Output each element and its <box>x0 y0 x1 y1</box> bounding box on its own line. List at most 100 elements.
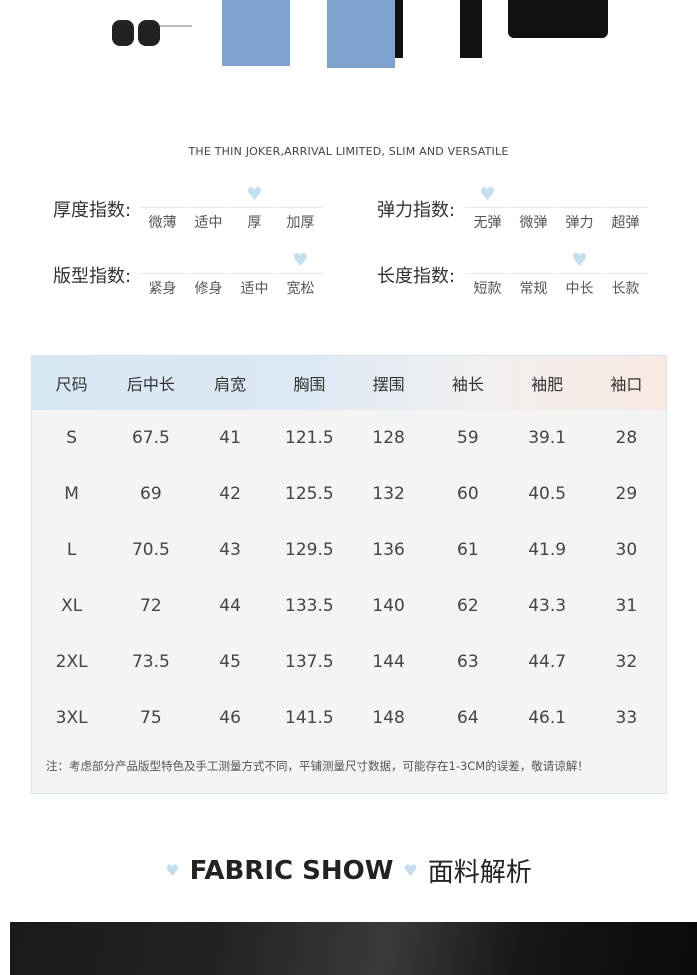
table-cell: 63 <box>457 652 479 672</box>
heart-icon: ♥ <box>403 861 418 880</box>
table-cell: 40.5 <box>528 484 567 504</box>
table-cell: 140 <box>372 596 405 616</box>
table-cell: 67.5 <box>131 428 170 448</box>
index-option: 适中 <box>186 207 231 233</box>
index-option: ♥ 无弹 <box>465 186 510 233</box>
table-cell: 121.5 <box>285 428 334 448</box>
table-cell: 128 <box>372 428 405 448</box>
index-option: 修身 <box>186 273 231 299</box>
index-option: 微弹 <box>511 207 556 233</box>
table-cell: 30 <box>615 540 638 560</box>
header-cell: 胸围 <box>293 375 326 394</box>
table-cell: 46.1 <box>528 708 567 728</box>
index-option-label: 厚 <box>247 215 262 231</box>
index-option: ♥ 厚 <box>232 186 277 233</box>
header-cell: 袖口 <box>610 375 643 394</box>
header-cell: 摆围 <box>372 375 405 394</box>
table-cell: 60 <box>457 484 479 504</box>
index-option: 紧身 <box>140 273 185 299</box>
table-row: 2XL 73.5 45 137.5 144 63 44.7 32 <box>32 634 666 690</box>
table-row: XL 72 44 133.5 140 62 43.3 31 <box>32 578 666 634</box>
jeans-image <box>222 0 407 68</box>
index-options: 紧身 修身 适中 ♥ 宽松 <box>140 252 324 299</box>
size-table: 尺码 后中长 肩宽 胸围 摆围 袖长 袖肥 袖口 S 67.5 41 121.5 128… <box>31 355 667 794</box>
header-cell: 袖肥 <box>531 375 564 394</box>
index-option-label: 微弹 <box>519 215 548 231</box>
table-row: L 70.5 43 129.5 136 61 41.9 30 <box>32 522 666 578</box>
table-cell: 125.5 <box>285 484 334 504</box>
index-label: 版型指数: <box>53 266 132 287</box>
heart-icon: ♥ <box>571 250 588 271</box>
index-option-label: 超弹 <box>611 215 640 231</box>
table-cell: 137.5 <box>285 652 334 672</box>
index-options: ♥ 无弹 微弹 弹力 超弹 <box>465 186 649 233</box>
black-pants-image <box>460 0 482 58</box>
index-option-label: 微薄 <box>148 215 177 231</box>
header-cell: 后中长 <box>126 375 175 394</box>
index-option: 超弹 <box>603 207 648 233</box>
table-cell: 72 <box>140 596 162 616</box>
handbag-image <box>508 0 608 38</box>
heart-icon: ♥ <box>479 184 496 205</box>
table-cell: 31 <box>615 596 638 616</box>
measurement-note: 注：考虑部分产品版型特色及手工测量方式不同，平铺测量尺寸数据，可能存在1-3CM… <box>46 759 589 773</box>
table-cell: 64 <box>457 708 479 728</box>
table-cell: 69 <box>140 484 162 504</box>
table-cell: 59 <box>457 428 479 448</box>
table-cell: 136 <box>372 540 405 560</box>
table-cell: 28 <box>615 428 638 448</box>
index-option-label: 短款 <box>473 281 502 297</box>
index-option-label: 加厚 <box>286 215 315 231</box>
index-label: 弹力指数: <box>377 200 456 221</box>
sunglasses-image <box>112 18 192 48</box>
index-option-label: 弹力 <box>565 215 594 231</box>
index-option-label: 中长 <box>565 281 594 297</box>
index-option: 弹力 <box>557 207 602 233</box>
table-cell: 148 <box>372 708 405 728</box>
heart-icon: ♥ <box>246 184 263 205</box>
index-option: 短款 <box>465 273 510 299</box>
index-option-label: 适中 <box>194 215 223 231</box>
tagline: THE THIN JOKER,ARRIVAL LIMITED, SLIM AND… <box>188 145 509 158</box>
table-cell: 43.3 <box>528 596 567 616</box>
table-cell: 41.9 <box>528 540 567 560</box>
index-option: 微薄 <box>140 207 185 233</box>
fabric-title-en: FABRIC SHOW <box>189 855 394 886</box>
header-cell: 肩宽 <box>214 375 247 394</box>
table-cell: 3XL <box>55 708 88 728</box>
index-options: 短款 常规 ♥ 中长 长款 <box>465 252 649 299</box>
table-cell: 46 <box>219 708 241 728</box>
table-cell: 32 <box>615 652 638 672</box>
table-cell: M <box>64 484 79 504</box>
fabric-photo <box>10 922 697 975</box>
table-cell: 44.7 <box>528 652 567 672</box>
index-option: 适中 <box>232 273 277 299</box>
table-cell: 42 <box>219 484 241 504</box>
table-cell: 45 <box>219 652 241 672</box>
index-option-label: 修身 <box>194 281 223 297</box>
table-cell: 129.5 <box>285 540 334 560</box>
index-option-label: 长款 <box>611 281 640 297</box>
index-option: ♥ 中长 <box>557 252 602 299</box>
table-cell: 43 <box>219 540 241 560</box>
table-cell: 73.5 <box>131 652 170 672</box>
table-cell: L <box>66 540 77 560</box>
index-option: ♥ 宽松 <box>278 252 323 299</box>
table-row: M 69 42 125.5 132 60 40.5 29 <box>32 466 666 522</box>
table-cell: 70.5 <box>131 540 170 560</box>
table-cell: 2XL <box>55 652 88 672</box>
heart-icon: ♥ <box>165 861 180 880</box>
table-row: 3XL 75 46 141.5 148 64 46.1 33 <box>32 690 666 746</box>
index-option: 常规 <box>511 273 556 299</box>
index-option: 长款 <box>603 273 648 299</box>
table-cell: 133.5 <box>285 596 334 616</box>
index-label: 长度指数: <box>377 266 456 287</box>
table-cell: 39.1 <box>528 428 567 448</box>
index-options: 微薄 适中 ♥ 厚加厚 <box>140 186 324 233</box>
heart-icon: ♥ <box>292 250 309 271</box>
table-cell: 144 <box>372 652 405 672</box>
table-cell: XL <box>61 596 83 616</box>
index-option-label: 常规 <box>519 281 548 297</box>
table-cell: 33 <box>615 708 638 728</box>
index-option-label: 适中 <box>240 281 269 297</box>
